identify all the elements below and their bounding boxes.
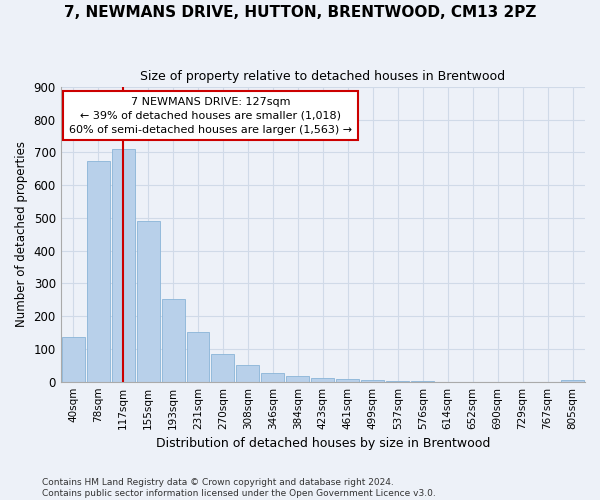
Bar (211, 354, 235, 382)
Bar (112, 149, 134, 382)
Bar (187, 332, 209, 382)
Bar (86, 160, 110, 382)
Y-axis label: Number of detached properties: Number of detached properties (15, 142, 28, 328)
Bar (161, 299, 185, 382)
Bar (311, 378, 334, 382)
Bar (361, 380, 384, 382)
Title: Size of property relative to detached houses in Brentwood: Size of property relative to detached ho… (140, 70, 505, 83)
Text: Contains HM Land Registry data © Crown copyright and database right 2024.
Contai: Contains HM Land Registry data © Crown c… (42, 478, 436, 498)
Bar (262, 372, 284, 382)
Bar (561, 380, 584, 382)
Text: 7 NEWMANS DRIVE: 127sqm
← 39% of detached houses are smaller (1,018)
60% of semi: 7 NEWMANS DRIVE: 127sqm ← 39% of detache… (69, 97, 352, 135)
Bar (386, 381, 409, 382)
Bar (337, 379, 359, 382)
Bar (137, 220, 160, 382)
Bar (236, 366, 259, 382)
Bar (286, 376, 310, 382)
Bar (62, 338, 85, 382)
Text: 7, NEWMANS DRIVE, HUTTON, BRENTWOOD, CM13 2PZ: 7, NEWMANS DRIVE, HUTTON, BRENTWOOD, CM1… (64, 5, 536, 20)
X-axis label: Distribution of detached houses by size in Brentwood: Distribution of detached houses by size … (155, 437, 490, 450)
